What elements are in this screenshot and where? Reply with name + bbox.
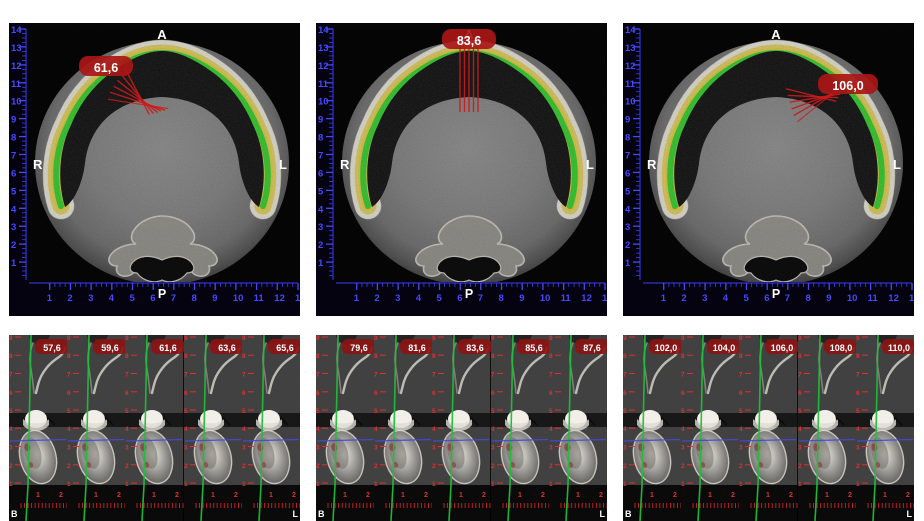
svg-text:106,0: 106,0 xyxy=(771,343,793,353)
svg-text:L: L xyxy=(599,509,605,519)
svg-text:61,6: 61,6 xyxy=(160,343,178,353)
svg-text:83,6: 83,6 xyxy=(467,343,485,353)
svg-text:L: L xyxy=(906,509,912,519)
svg-text:B: B xyxy=(625,509,632,519)
svg-text:L: L xyxy=(292,509,298,519)
svg-text:85,6: 85,6 xyxy=(525,343,543,353)
svg-text:104,0: 104,0 xyxy=(713,343,735,353)
svg-text:106,0: 106,0 xyxy=(832,79,863,93)
svg-text:57,6: 57,6 xyxy=(43,343,61,353)
svg-text:59,6: 59,6 xyxy=(101,343,119,353)
svg-text:61,6: 61,6 xyxy=(94,61,118,75)
svg-text:102,0: 102,0 xyxy=(655,343,677,353)
svg-text:87,6: 87,6 xyxy=(583,343,601,353)
svg-text:108,0: 108,0 xyxy=(829,343,851,353)
svg-text:65,6: 65,6 xyxy=(276,343,294,353)
svg-text:B: B xyxy=(318,509,325,519)
svg-text:B: B xyxy=(11,509,18,519)
svg-text:63,6: 63,6 xyxy=(218,343,236,353)
svg-text:83,6: 83,6 xyxy=(457,34,481,48)
svg-text:110,0: 110,0 xyxy=(888,343,910,353)
svg-text:81,6: 81,6 xyxy=(408,343,426,353)
svg-text:79,6: 79,6 xyxy=(350,343,368,353)
